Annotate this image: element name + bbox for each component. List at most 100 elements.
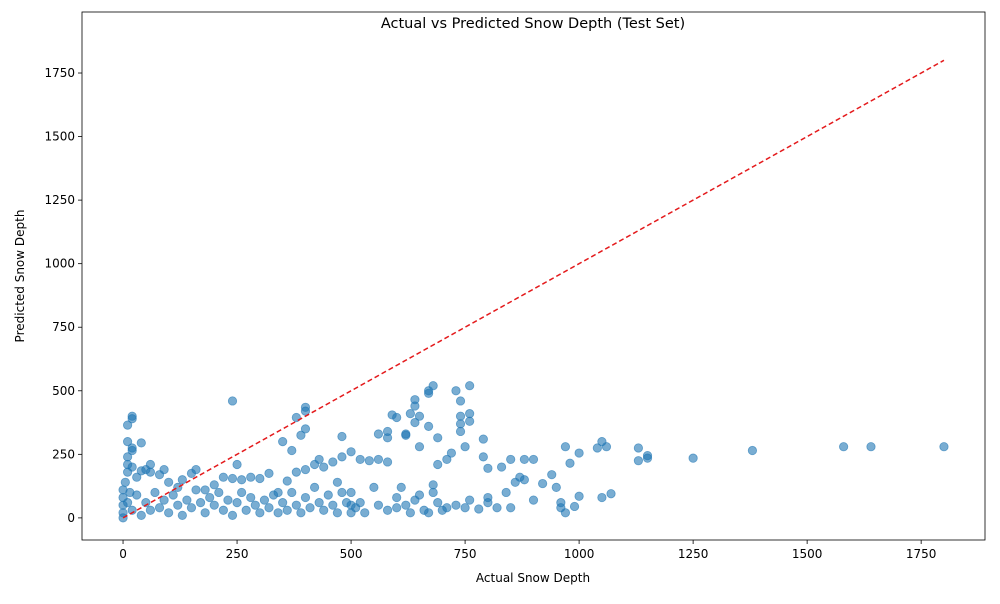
point [237,487,247,498]
y-tick-label: 0 [67,511,75,525]
point [465,381,475,391]
point [355,454,365,465]
point [373,500,384,510]
point [309,459,320,470]
y-tick-label: 750 [52,320,75,334]
point [455,426,466,437]
point [414,442,425,452]
point [688,453,698,463]
point [446,448,457,458]
x-tick-label: 0 [119,547,127,561]
point [246,492,256,503]
point [369,482,379,492]
point [200,508,210,518]
point [250,500,260,510]
point [268,490,279,500]
point [428,487,438,498]
point [428,381,438,391]
point [227,510,238,520]
y-tick-label: 1000 [44,257,75,271]
point [528,454,539,465]
x-tick-label: 1000 [564,547,595,561]
point [392,412,402,423]
x-tick-label: 1500 [792,547,823,561]
point [319,462,329,472]
point [424,388,434,398]
point [341,498,352,508]
point [287,487,297,498]
point [246,472,256,482]
point [300,406,311,416]
y-tick-label: 500 [52,384,75,398]
point [120,477,130,487]
point [483,492,493,503]
point [296,508,306,518]
point [478,452,488,462]
x-tick-label: 250 [226,547,249,561]
point [309,482,320,492]
point [474,504,484,514]
point [478,434,488,444]
point [282,505,292,515]
point [556,503,566,513]
point [223,495,233,505]
point [492,503,502,513]
y-tick-label: 1250 [44,193,75,207]
point [465,409,475,419]
point [328,457,338,467]
point [123,452,133,462]
point [519,454,529,465]
point [232,459,242,470]
point [547,470,557,480]
point [392,503,402,513]
point [410,417,420,428]
point [396,482,406,492]
point [337,452,347,462]
point [282,476,292,486]
point [209,480,219,490]
point [300,492,311,503]
point [136,438,146,448]
point [597,492,607,503]
point [255,508,265,518]
point [123,467,133,477]
point [264,468,274,478]
point [501,487,511,498]
point [227,473,238,484]
point [574,491,584,501]
point [465,495,475,505]
point [300,464,311,475]
point [419,505,429,515]
point [259,495,270,505]
x-axis-label: Actual Snow Depth [476,571,590,585]
point [433,498,443,508]
point [218,505,228,515]
point [123,459,133,470]
y-tick-label: 1750 [44,66,75,80]
point [455,411,466,421]
point [186,468,197,478]
point [314,498,324,508]
point [442,454,452,465]
point [136,466,146,476]
point [496,462,507,472]
point [200,485,210,495]
point [123,420,133,430]
point [401,500,411,510]
point [205,492,215,503]
point [424,421,434,431]
y-axis-label: Predicted Snow Depth [13,210,27,343]
point [382,433,393,443]
point [364,456,374,466]
y-tick-label: 1500 [44,130,75,144]
point [633,456,643,466]
point [328,500,338,510]
chart-title: Actual vs Predicted Snow Depth (Test Set… [381,16,685,32]
point [273,508,283,518]
point [323,490,333,500]
point [633,443,643,453]
x-tick-label: 1250 [678,547,709,561]
point [164,508,174,518]
point [177,510,187,520]
